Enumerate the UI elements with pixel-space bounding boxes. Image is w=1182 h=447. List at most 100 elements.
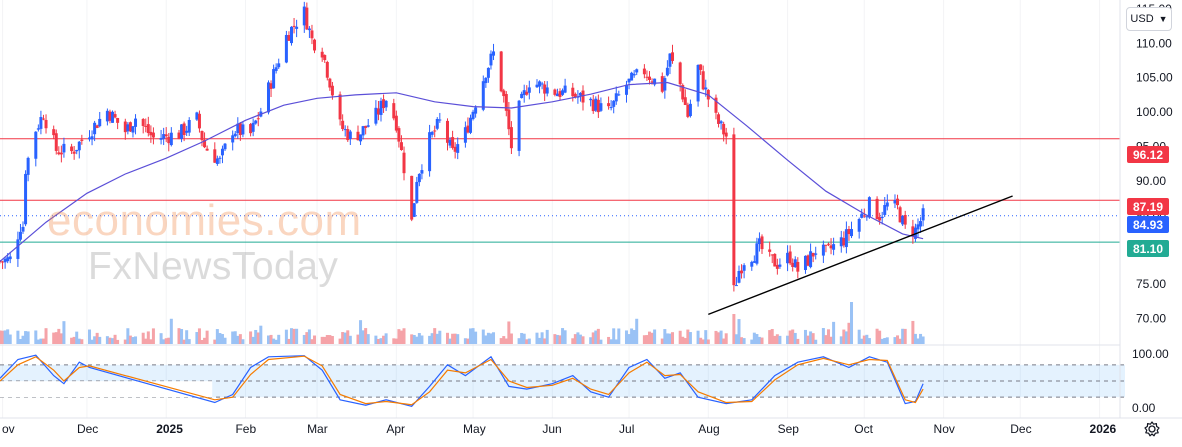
candle-body xyxy=(916,224,920,230)
volume-bar xyxy=(791,329,795,344)
candle-body xyxy=(399,142,403,151)
candle-body xyxy=(471,111,475,120)
currency-selector[interactable]: USD ▼ xyxy=(1126,7,1172,31)
volume-bar xyxy=(860,338,864,344)
volume-bar xyxy=(21,335,25,344)
candle-body xyxy=(704,87,708,90)
volume-bar xyxy=(896,335,900,344)
time-tick-label: Apr xyxy=(386,422,405,436)
stochastic-d-line xyxy=(0,355,924,406)
volume-bar xyxy=(433,328,437,344)
gear-icon[interactable] xyxy=(1143,420,1161,438)
volume-bar xyxy=(581,336,585,344)
volume-bar xyxy=(167,337,171,344)
candle-body xyxy=(507,109,511,130)
volume-bar xyxy=(850,302,854,344)
candle-body xyxy=(376,108,380,115)
volume-bar xyxy=(249,331,253,344)
volume-bar xyxy=(576,332,580,344)
volume-bar xyxy=(607,336,611,344)
candle-body xyxy=(87,137,91,140)
volume-bar xyxy=(1,330,5,344)
candle-body xyxy=(52,129,56,136)
volume-bar xyxy=(231,331,235,344)
volume-bar xyxy=(72,336,76,344)
time-axis[interactable]: ov Dec 2025 Feb Mar Apr May Jun Jul Aug Sep Oct Nov D… xyxy=(2,422,1117,436)
candle-body xyxy=(203,139,207,148)
volume-bar xyxy=(653,329,657,344)
volume-bar xyxy=(489,333,493,344)
candle-body xyxy=(901,215,905,225)
volume-bar xyxy=(305,332,309,344)
stochastic-k-line xyxy=(0,354,924,407)
candle-body xyxy=(266,82,270,113)
volume-bar xyxy=(105,336,109,344)
candle-body xyxy=(126,124,130,132)
volume-bar xyxy=(238,334,242,344)
price-tag-support-81: 81.10 xyxy=(1127,240,1169,257)
volume-bar xyxy=(788,330,792,344)
candle-body xyxy=(26,157,30,175)
volume-bar xyxy=(412,334,416,344)
candle-body xyxy=(821,244,825,256)
candle-body xyxy=(844,229,848,248)
candle-body xyxy=(647,76,651,80)
volume-bar xyxy=(149,339,153,344)
volume-bar xyxy=(302,334,306,344)
volume-bar xyxy=(492,332,496,344)
trendline[interactable] xyxy=(708,195,1013,316)
candle-body xyxy=(410,175,414,220)
price-axis[interactable]: 70.0075.0080.0085.0090.0095.00100.00105.… xyxy=(1136,2,1173,326)
candle-body xyxy=(563,85,567,93)
volume-bar xyxy=(773,335,777,344)
volume-bar xyxy=(348,335,352,344)
volume-bar xyxy=(325,335,329,344)
candle-body xyxy=(36,128,40,130)
candle-body xyxy=(486,67,490,78)
volume-bar xyxy=(215,329,219,344)
candle-body xyxy=(543,84,547,94)
volume-bar xyxy=(875,328,879,344)
candle-body xyxy=(338,94,342,120)
candle-body xyxy=(302,6,306,26)
volume-bar xyxy=(453,333,457,344)
candle-body xyxy=(310,30,314,39)
candle-body xyxy=(134,118,138,127)
oscillator-tick-label: 100.00 xyxy=(1132,347,1169,361)
candle-body xyxy=(719,121,723,124)
candle-body xyxy=(678,62,682,85)
volume-bar xyxy=(394,338,398,344)
volume-bar xyxy=(420,335,424,344)
volume-bar xyxy=(502,336,506,344)
volume-bar xyxy=(323,336,327,344)
candle-body xyxy=(21,226,25,232)
candle-body xyxy=(599,103,603,111)
oscillator-tick-label: 0.00 xyxy=(1132,401,1156,415)
time-tick-label: Aug xyxy=(698,422,719,436)
candle-body xyxy=(341,120,345,129)
candle-body xyxy=(231,135,235,143)
volume-bar xyxy=(645,335,649,344)
volume-bar xyxy=(338,338,342,344)
volume-bar xyxy=(571,338,575,344)
candle-body xyxy=(824,244,828,246)
volume-bar xyxy=(277,334,281,344)
candle-body xyxy=(540,83,544,85)
volume-bar xyxy=(847,322,851,344)
candle-body xyxy=(364,125,368,128)
volume-bar xyxy=(842,329,846,344)
volume-bar xyxy=(839,336,843,344)
volume-bar xyxy=(898,338,902,344)
volume-bar xyxy=(507,321,511,344)
volume-bar xyxy=(313,335,317,344)
volume-bar xyxy=(555,334,559,344)
oscillator-axis[interactable]: 100.00 0.00 xyxy=(1132,347,1169,415)
volume-bar xyxy=(591,332,595,344)
volume-bar xyxy=(62,321,66,344)
volume-bar xyxy=(435,333,439,344)
volume-bar xyxy=(415,336,419,344)
volume-bar xyxy=(722,338,726,344)
candle-body xyxy=(397,128,401,142)
volume-bar xyxy=(883,338,887,344)
